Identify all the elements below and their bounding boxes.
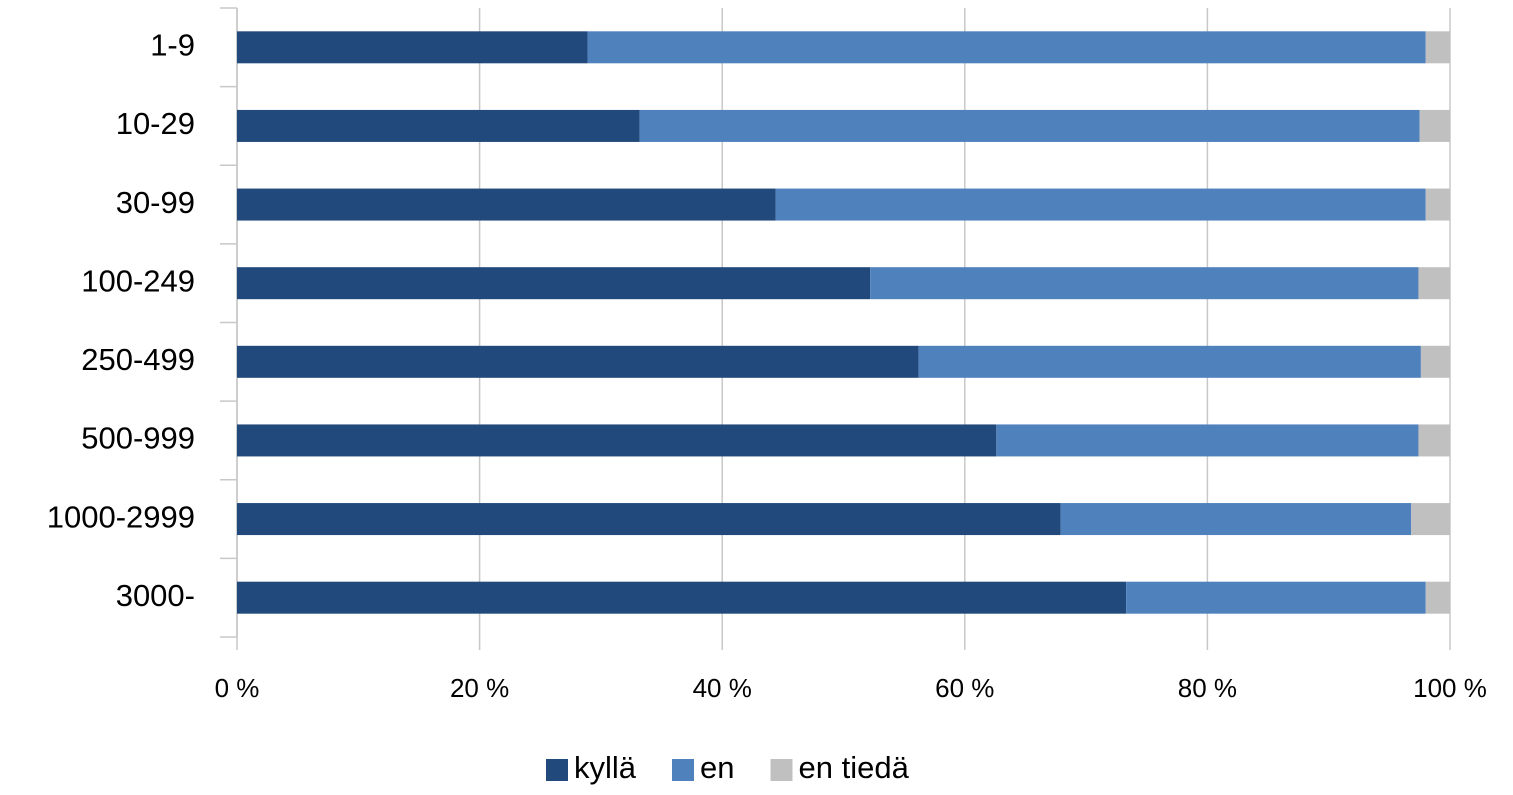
bar-segment — [918, 345, 1421, 378]
bar-segment — [1126, 581, 1426, 614]
y-tick-label: 100-249 — [81, 263, 195, 298]
legend-label: en tiedä — [799, 750, 910, 785]
bar-segment — [996, 424, 1419, 457]
bar-segment — [1425, 31, 1450, 64]
y-tick-label: 10-29 — [116, 106, 195, 141]
bar-segment — [775, 188, 1426, 221]
bar-segment — [237, 188, 776, 221]
legend-swatch — [770, 759, 793, 781]
bar-segment — [587, 31, 1426, 64]
y-tick-label: 3000- — [116, 578, 195, 613]
bar-segment — [237, 345, 919, 378]
bar-segment — [1420, 345, 1450, 378]
y-tick-label: 250-499 — [81, 342, 195, 377]
bar-segment — [1419, 109, 1450, 142]
bar-segment — [870, 267, 1419, 300]
legend-swatch — [546, 759, 568, 781]
y-tick-label: 30-99 — [116, 185, 195, 220]
x-tick-label: 80 % — [1178, 673, 1237, 703]
bar-segment — [237, 267, 871, 300]
bar-segment — [1418, 267, 1450, 300]
y-tick-label: 1000-2999 — [47, 499, 195, 534]
y-tick-label: 1-9 — [150, 28, 195, 63]
bar-segment — [237, 503, 1061, 536]
bar-segment — [237, 581, 1127, 614]
legend-swatch — [672, 759, 695, 781]
bar-segment — [1060, 503, 1412, 536]
bar-segment — [1425, 188, 1450, 221]
bar-segment — [237, 424, 997, 457]
bar-segment — [1411, 503, 1450, 536]
bar-segment — [639, 109, 1420, 142]
x-tick-label: 0 % — [215, 673, 260, 703]
y-tick-label: 500-999 — [81, 421, 195, 456]
bar-segment — [237, 109, 640, 142]
legend-label: en — [700, 750, 734, 785]
x-tick-label: 60 % — [935, 673, 994, 703]
x-tick-label: 40 % — [693, 673, 752, 703]
x-tick-label: 20 % — [450, 673, 509, 703]
legend-label: kyllä — [574, 750, 637, 785]
bar-segment — [1425, 581, 1450, 614]
bar-segment — [237, 31, 588, 64]
bar-segment — [1418, 424, 1450, 457]
x-tick-label: 100 % — [1413, 673, 1487, 703]
